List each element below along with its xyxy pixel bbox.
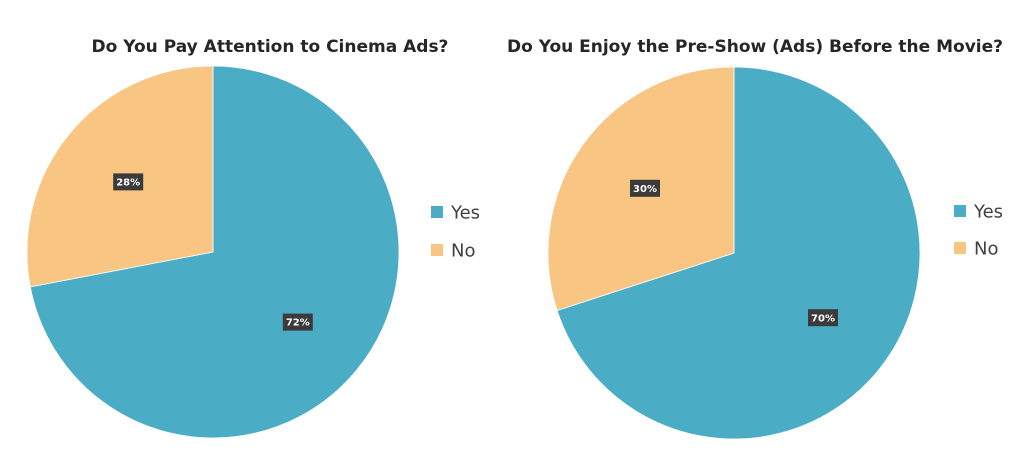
pie-data-labels: 72% 28% <box>113 173 313 331</box>
data-label-box-yes <box>282 313 313 331</box>
data-label-yes: 72% <box>286 318 310 329</box>
chart-enjoy-preshow: Do You Enjoy the Pre-Show (Ads) Before t… <box>507 37 1003 440</box>
data-label-yes: 70% <box>811 313 835 324</box>
data-label-box-no <box>113 173 144 191</box>
data-label-no: 28% <box>116 178 140 189</box>
legend-swatch-no <box>431 244 443 256</box>
data-label-box-yes <box>808 309 838 327</box>
legend-swatch-no <box>954 242 966 254</box>
legend-swatch-yes <box>431 206 443 218</box>
chart-title: Do You Pay Attention to Cinema Ads? <box>92 37 449 57</box>
legend: Yes No <box>954 202 1003 260</box>
legend-label-yes: Yes <box>973 202 1003 223</box>
pie-slice-yes <box>556 66 921 440</box>
data-label-box-no <box>630 179 660 197</box>
legend-label-no: No <box>451 241 475 262</box>
legend: Yes No <box>431 203 480 262</box>
pie-data-labels: 70% 30% <box>630 179 838 327</box>
pie-slice-yes <box>29 65 400 439</box>
chart-title: Do You Enjoy the Pre-Show (Ads) Before t… <box>507 37 1003 57</box>
chart-pay-attention: Do You Pay Attention to Cinema Ads? 72% 2… <box>26 37 480 439</box>
pie-slices <box>547 66 921 440</box>
legend-swatch-yes <box>954 205 966 217</box>
data-label-no: 30% <box>633 184 657 195</box>
legend-label-yes: Yes <box>450 203 480 224</box>
legend-label-no: No <box>974 239 998 260</box>
pie-slices <box>26 65 400 439</box>
